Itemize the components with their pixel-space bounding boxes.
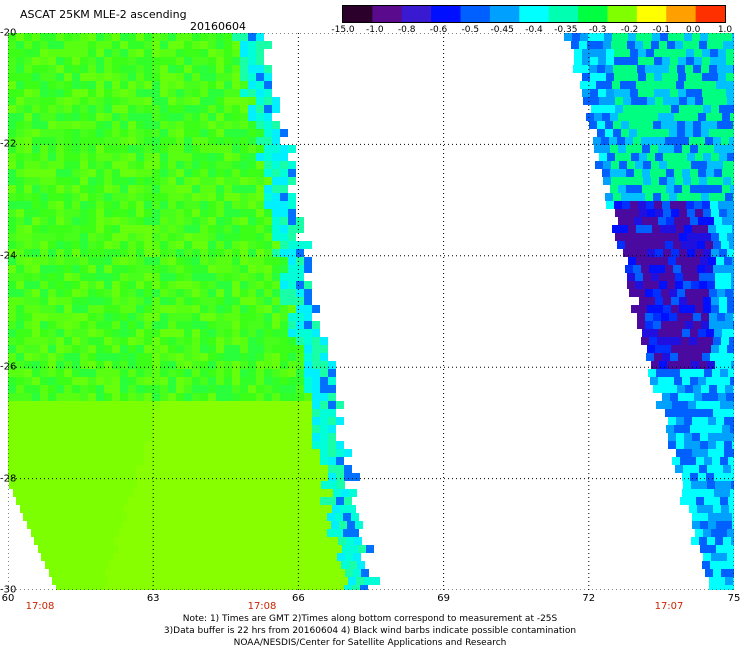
colorbar-swatch	[666, 6, 697, 22]
time-label: 17:07	[654, 601, 684, 612]
product-date: 20160604	[190, 20, 246, 33]
time-label: 17:08	[247, 601, 277, 612]
colorbar-swatch	[343, 6, 373, 22]
longitude-label: 60	[1, 593, 15, 604]
colorbar-label: 1.0	[717, 25, 733, 35]
longitude-label: 66	[292, 593, 305, 604]
note-line-3: NOAA/NESDIS/Center for Satellite Applica…	[233, 638, 507, 648]
latitude-label: -26	[0, 361, 17, 373]
colorbar-label: -15.0	[331, 25, 355, 35]
colorbar-swatch	[548, 6, 579, 22]
colorbar-label: -0.2	[620, 25, 639, 35]
note-line-1: Note: 1) Times are GMT 2)Times along bot…	[182, 614, 558, 624]
notes: Note: 1) Times are GMT 2)Times along bot…	[0, 613, 740, 649]
latitude-label: -30	[0, 584, 17, 596]
colorbar-swatch	[431, 6, 462, 22]
colorbar-swatch	[578, 6, 608, 22]
latitude-label: -28	[0, 473, 17, 485]
colorbar-label: -0.4	[525, 25, 543, 35]
colorbar-label: -0.3	[588, 25, 607, 35]
time-label: 17:08	[25, 601, 55, 612]
map-plot	[8, 33, 734, 590]
swath-left	[8, 33, 380, 590]
product-title: ASCAT 25KM MLE-2 ascending	[20, 8, 187, 21]
colorbar-label: -0.35	[554, 25, 578, 35]
note-line-2: 3)Data buffer is 22 hrs from 20160604 4)…	[163, 626, 577, 636]
latitude-label: -22	[0, 138, 17, 150]
colorbar-label: -0.6	[429, 25, 448, 35]
latitude-label: -24	[0, 250, 17, 262]
colorbar-swatch	[636, 6, 667, 22]
colorbar-swatch	[489, 6, 520, 22]
colorbar-swatch	[460, 6, 491, 22]
colorbar-label: -0.8	[397, 25, 416, 35]
colorbar-label: -1.0	[366, 25, 384, 35]
colorbar-label: -0.45	[490, 25, 514, 35]
colorbar-swatch	[695, 6, 725, 22]
colorbar	[342, 5, 726, 23]
latitude-label: -20	[0, 27, 17, 39]
colorbar-label: -0.1	[652, 25, 671, 35]
colorbar-swatch	[607, 6, 638, 22]
swath-right	[564, 33, 734, 590]
longitude-label: 72	[582, 593, 596, 604]
colorbar-label: 0.0	[685, 25, 701, 35]
longitude-label: 75	[727, 593, 740, 604]
longitude-label: 63	[146, 593, 160, 604]
colorbar-swatch	[372, 6, 403, 22]
colorbar-swatch	[519, 6, 550, 22]
graticule	[8, 33, 734, 590]
longitude-label: 69	[437, 593, 450, 604]
colorbar-swatch	[401, 6, 432, 22]
colorbar-label: -0.5	[461, 25, 480, 35]
